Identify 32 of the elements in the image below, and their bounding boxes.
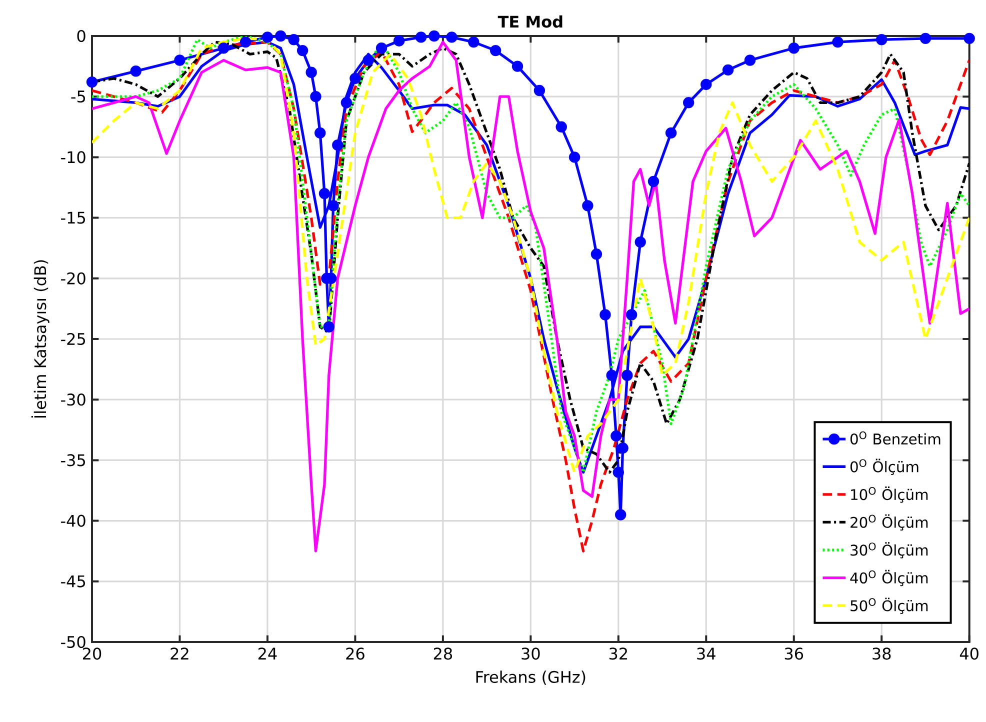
x-tick-label: 28 xyxy=(434,648,452,660)
y-axis-title: İletim Katsayısı (dB) xyxy=(31,260,50,418)
legend-label: 0$^{O}$ Benzetim xyxy=(850,431,940,445)
x-tick-label: 32 xyxy=(609,648,627,660)
y-tick-label: -25 xyxy=(61,332,86,346)
x-tick-label: 22 xyxy=(170,648,188,660)
legend-label: 30$^{O}$ Ölçüm xyxy=(850,542,928,558)
y-tick-label: -20 xyxy=(61,272,86,284)
x-tick-label: 34 xyxy=(697,648,716,660)
x-tick-label: 24 xyxy=(258,648,277,660)
y-tick-label: -35 xyxy=(61,454,86,466)
y-tick-label: -10 xyxy=(61,151,86,164)
y-tick-label: -40 xyxy=(61,514,86,527)
legend-label: 50$^{O}$ Ölçüm xyxy=(850,598,928,614)
y-tick-label: -50 xyxy=(61,636,86,648)
x-tick-label: 36 xyxy=(784,648,804,660)
x-tick-label: 20 xyxy=(82,648,102,660)
x-tick-label: 38 xyxy=(872,648,891,660)
y-tick-label: -5 xyxy=(71,90,86,103)
legend-label: 20$^{O}$ Ölçüm xyxy=(850,514,928,531)
legend-label: 0$^{O}$ Ölçüm xyxy=(850,458,918,475)
y-tick-label: 0 xyxy=(77,30,86,42)
y-tick-label: -30 xyxy=(61,394,86,406)
x-tick-label: 26 xyxy=(346,648,364,660)
legend-label: 40$^{O}$ Ölçüm xyxy=(850,570,928,586)
y-tick-label: -15 xyxy=(61,212,86,224)
x-tick-label: 30 xyxy=(522,648,540,660)
legend-label: 10$^{O}$ Ölçüm xyxy=(851,486,928,503)
y-tick-label: -45 xyxy=(61,575,86,588)
x-axis-title: Frekans (GHz) xyxy=(476,670,586,685)
x-tick-label: 40 xyxy=(960,648,978,660)
chart-title: TE Mod xyxy=(498,15,562,28)
